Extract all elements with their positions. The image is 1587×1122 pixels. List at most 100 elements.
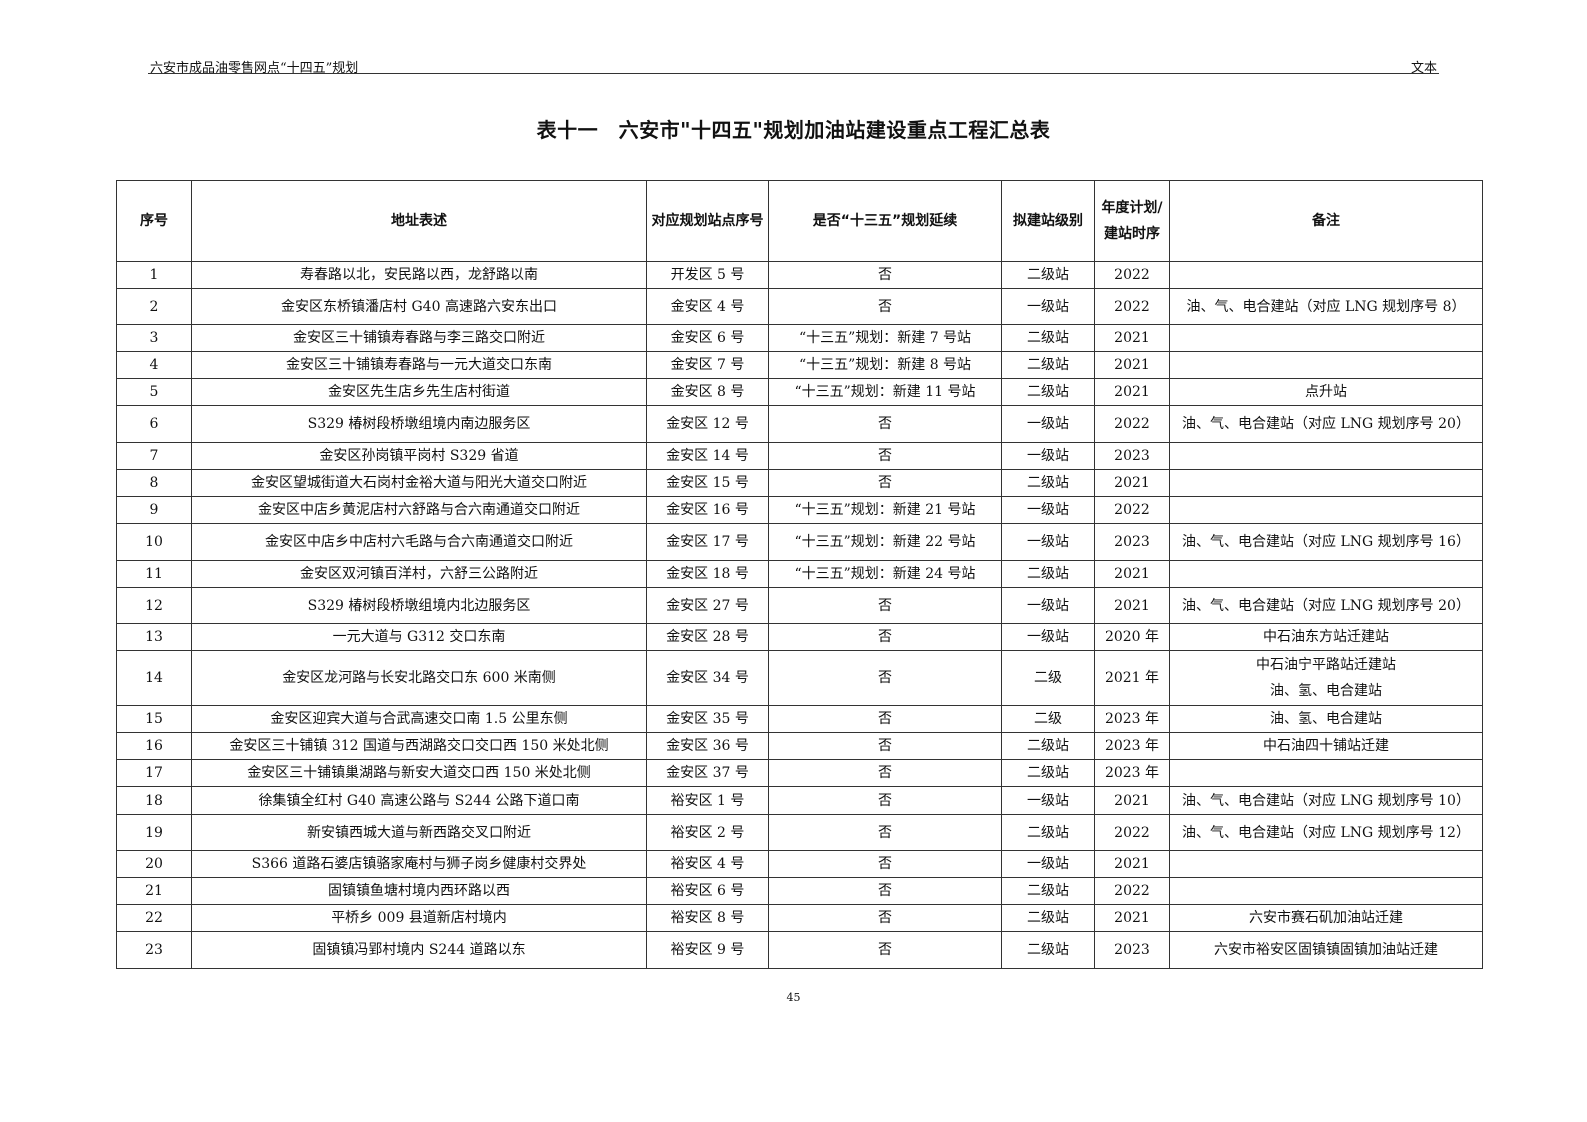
table-cell: “十三五”规划：新建 24 号站	[768, 560, 1002, 588]
table-cell: 否	[768, 904, 1002, 932]
table-cell: 中石油宁平路站迁建站 油、氢、电合建站	[1169, 650, 1483, 706]
table-row: 19 新安镇西城大道与新西路交叉口附近 裕安区 2 号否二级站 2022 油、气、电合建…	[116, 814, 1483, 851]
column-header: 备注	[1169, 180, 1483, 262]
table-cell: 裕安区 2 号	[646, 814, 769, 851]
table-cell: 二级站	[1001, 759, 1095, 787]
header-divider	[148, 73, 1439, 74]
table-cell: 金安区 16 号	[646, 496, 769, 524]
table-row: 22 平桥乡 009 县道新店村境内 裕安区 8 号否二级站 2021 六安市赛石矶加油…	[116, 904, 1483, 932]
table-cell: 金安区 14 号	[646, 442, 769, 470]
table-row: 15 金安区迎宾大道与合武高速交口南 1.5 公里东侧 金安区 35 号否二级 202…	[116, 705, 1483, 733]
table-cell: 1	[116, 261, 192, 289]
table-row: 9 金安区中店乡黄泥店村六舒路与合六南通道交口附近 金安区 16 号 “十三五”规划：…	[116, 496, 1483, 524]
table-cell: 金安区三十铺镇巢湖路与新安大道交口西 150 米处北侧	[191, 759, 647, 787]
table-cell: 一元大道与 G312 交口东南	[191, 623, 647, 651]
table-cell: 金安区 12 号	[646, 405, 769, 443]
table-row: 4 金安区三十铺镇寿春路与一元大道交口东南 金安区 7 号 “十三五”规划：新建 8 …	[116, 351, 1483, 379]
table-cell: 油、氢、电合建站	[1169, 705, 1483, 733]
table-cell	[1169, 759, 1483, 787]
table-cell: 二级站	[1001, 351, 1095, 379]
table-cell: 二级站	[1001, 931, 1095, 969]
table-cell: 4	[116, 351, 192, 379]
table-cell: 2021	[1094, 560, 1170, 588]
table-cell: 否	[768, 288, 1002, 325]
table-cell: 金安区 28 号	[646, 623, 769, 651]
table-cell: 油、气、电合建站（对应 LNG 规划序号 16）	[1169, 523, 1483, 561]
table-cell: 六安市裕安区固镇镇固镇加油站迁建	[1169, 931, 1483, 969]
table-row: 10 金安区中店乡中店村六毛路与合六南通道交口附近 金安区 17 号 “十三五”规划：…	[116, 523, 1483, 561]
table-cell: 17	[116, 759, 192, 787]
table-cell: 19	[116, 814, 192, 851]
table-cell: “十三五”规划：新建 8 号站	[768, 351, 1002, 379]
table-cell: 金安区东桥镇潘店村 G40 高速路六安东出口	[191, 288, 647, 325]
table-cell	[1169, 442, 1483, 470]
table-cell: 金安区迎宾大道与合武高速交口南 1.5 公里东侧	[191, 705, 647, 733]
table-cell: 二级站	[1001, 261, 1095, 289]
table-cell: 裕安区 6 号	[646, 877, 769, 905]
table-cell: 2023 年	[1094, 705, 1170, 733]
table-cell: 金安区中店乡黄泥店村六舒路与合六南通道交口附近	[191, 496, 647, 524]
table-cell: “十三五”规划：新建 22 号站	[768, 523, 1002, 561]
table-cell: 二级站	[1001, 814, 1095, 851]
table-cell: 18	[116, 786, 192, 815]
table-cell: 2023	[1094, 523, 1170, 561]
table-cell: “十三五”规划：新建 7 号站	[768, 324, 1002, 352]
table-cell: “十三五”规划：新建 21 号站	[768, 496, 1002, 524]
table-cell: 否	[768, 650, 1002, 706]
table-cell: 12	[116, 587, 192, 624]
table-cell: 新安镇西城大道与新西路交叉口附近	[191, 814, 647, 851]
running-header-section: 文本	[1410, 61, 1437, 76]
table-cell: 金安区龙河路与长安北路交口东 600 米南侧	[191, 650, 647, 706]
table-cell: 2022	[1094, 261, 1170, 289]
table-cell: 裕安区 8 号	[646, 904, 769, 932]
table-cell: 六安市赛石矶加油站迁建	[1169, 904, 1483, 932]
table-cell: 2020 年	[1094, 623, 1170, 651]
table-cell: 10	[116, 523, 192, 561]
table-cell: 2	[116, 288, 192, 325]
summary-table: 序号 地址表述 对应规划站点序号 是否“十三五”规划延续 拟建站级别 年度计划/建站时序备…	[116, 180, 1483, 969]
column-header: 年度计划/建站时序	[1094, 180, 1170, 262]
table-row: 20 S366 道路石婆店镇骆家庵村与狮子岗乡健康村交界处 裕安区 4 号否一级站 2…	[116, 850, 1483, 878]
table-cell: 金安区三十铺镇寿春路与李三路交口附近	[191, 324, 647, 352]
table-cell: 一级站	[1001, 587, 1095, 624]
table-cell: 二级	[1001, 705, 1095, 733]
table-cell: 一级站	[1001, 523, 1095, 561]
table-cell: 二级站	[1001, 469, 1095, 497]
table-cell: 3	[116, 324, 192, 352]
table-cell: 寿春路以北，安民路以西，龙舒路以南	[191, 261, 647, 289]
table-cell: 开发区 5 号	[646, 261, 769, 289]
table-cell: 裕安区 1 号	[646, 786, 769, 815]
table-row: 17 金安区三十铺镇巢湖路与新安大道交口西 150 米处北侧 金安区 37 号否二级…	[116, 759, 1483, 787]
table-cell: 否	[768, 587, 1002, 624]
table-cell: 一级站	[1001, 496, 1095, 524]
table-cell	[1169, 877, 1483, 905]
table-cell: 金安区中店乡中店村六毛路与合六南通道交口附近	[191, 523, 647, 561]
table-cell: 油、气、电合建站（对应 LNG 规划序号 8）	[1169, 288, 1483, 325]
table-cell	[1169, 261, 1483, 289]
table-cell: 金安区望城街道大石岗村金裕大道与阳光大道交口附近	[191, 469, 647, 497]
table-cell: 2022	[1094, 288, 1170, 325]
table-cell: 一级站	[1001, 442, 1095, 470]
table-cell: 二级站	[1001, 560, 1095, 588]
table-cell: 2022	[1094, 814, 1170, 851]
table-cell: 2023	[1094, 442, 1170, 470]
table-cell: 否	[768, 442, 1002, 470]
table-row: 11 金安区双河镇百洋村，六舒三公路附近 金安区 18 号 “十三五”规划：新建 24…	[116, 560, 1483, 588]
table-cell: 2021	[1094, 904, 1170, 932]
table-header-row: 序号 地址表述 对应规划站点序号 是否“十三五”规划延续 拟建站级别 年度计划/建站时序备…	[116, 180, 1483, 262]
table-cell: 金安区 27 号	[646, 587, 769, 624]
table-title: 表十一 六安市"十四五"规划加油站建设重点工程汇总表	[536, 118, 1051, 142]
table-cell: 二级	[1001, 650, 1095, 706]
table-cell: 16	[116, 732, 192, 760]
table-cell: 二级站	[1001, 904, 1095, 932]
table-cell: 金安区三十铺镇 312 国道与西湖路交口交口西 150 米处北侧	[191, 732, 647, 760]
table-cell: 15	[116, 705, 192, 733]
table-cell: 金安区 36 号	[646, 732, 769, 760]
table-row: 5 金安区先生店乡先生店村街道 金安区 8 号 “十三五”规划：新建 11 号站 二级站…	[116, 378, 1483, 406]
table-cell: S329 椿树段桥墩组境内北边服务区	[191, 587, 647, 624]
column-header: 是否“十三五”规划延续	[768, 180, 1002, 262]
table-cell: 金安区先生店乡先生店村街道	[191, 378, 647, 406]
table-cell: 金安区 6 号	[646, 324, 769, 352]
table-cell: 11	[116, 560, 192, 588]
table-cell: 21	[116, 877, 192, 905]
